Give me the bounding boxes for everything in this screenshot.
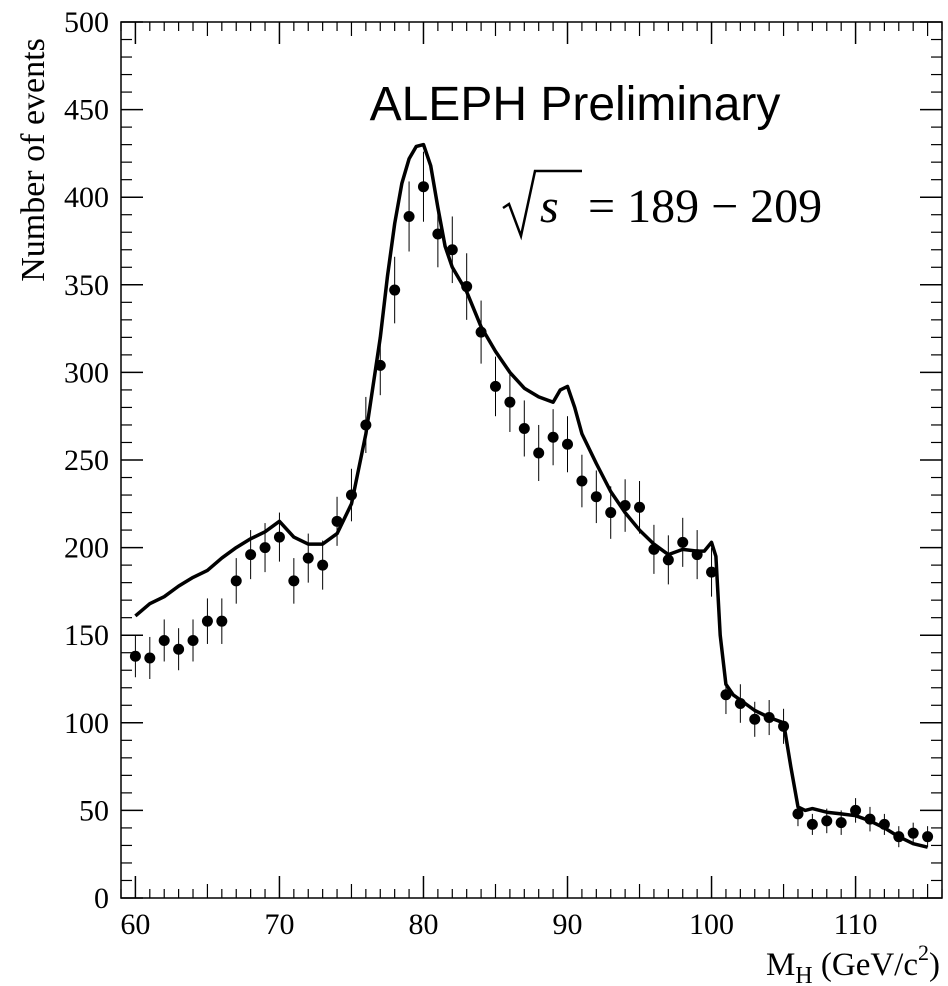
plot-frame	[120, 21, 943, 899]
data-point	[547, 431, 559, 443]
data-point	[576, 475, 588, 487]
data-point	[302, 552, 314, 564]
data-point	[446, 244, 458, 256]
y-tick-label: 150	[64, 619, 109, 652]
data-point	[417, 181, 429, 193]
data-point	[634, 501, 646, 513]
data-point	[850, 804, 862, 816]
data-point	[201, 615, 213, 627]
expectation-curve-group	[134, 142, 929, 849]
chart-title: ALEPH Preliminary	[370, 78, 781, 131]
data-point	[806, 818, 818, 830]
y-tick-label: 100	[64, 707, 109, 740]
errorbars-group	[134, 151, 929, 848]
data-point	[792, 808, 804, 820]
data-point	[677, 536, 689, 548]
data-point	[259, 542, 271, 554]
x-tick-label: 80	[408, 908, 438, 941]
y-tick-label: 250	[64, 444, 109, 477]
y-tick-label: 50	[79, 794, 109, 827]
x-tick-label: 70	[264, 908, 294, 941]
y-tick-label: 200	[64, 532, 109, 565]
x-label-unit-sup: 2	[918, 940, 929, 965]
sqrt-s-symbol: s	[540, 180, 559, 233]
y-tick-label: 300	[64, 356, 109, 389]
data-point	[605, 507, 617, 519]
data-point	[144, 652, 156, 664]
data-point	[504, 396, 516, 408]
y-tick-label: 0	[94, 882, 109, 915]
data-point	[216, 615, 228, 627]
sqrt-s-annotation: s = 189 − 209	[502, 169, 822, 241]
data-point	[489, 380, 501, 392]
data-point	[273, 531, 285, 543]
data-point	[518, 422, 530, 434]
x-tick-label: 60	[120, 908, 150, 941]
data-point	[835, 817, 847, 829]
x-label-main: M	[766, 947, 795, 983]
data-point	[533, 447, 545, 459]
y-tick-label: 500	[64, 6, 109, 39]
data-point	[706, 566, 718, 578]
data-point	[158, 634, 170, 646]
x-label-sub: H	[795, 963, 812, 986]
data-point	[720, 689, 732, 701]
y-tick-label: 350	[64, 269, 109, 302]
energy-range: = 189 − 209	[588, 180, 822, 233]
y-axis-label: Number of events	[15, 38, 52, 282]
data-point	[245, 549, 257, 561]
data-point	[173, 643, 185, 655]
y-tick-label: 400	[64, 181, 109, 214]
data-point	[749, 713, 761, 725]
plot-frame-group	[120, 21, 943, 899]
x-label-unit-close: )	[929, 947, 940, 983]
data-points-group	[129, 181, 934, 843]
data-point	[403, 210, 415, 222]
axis-ticks-group: 60 70 80 90 100 110 0 50 100 150 200 250 300 350 400 45…	[64, 6, 943, 941]
data-point	[389, 284, 401, 296]
data-point	[230, 575, 242, 587]
expectation-curve	[134, 142, 929, 849]
data-point	[821, 815, 833, 827]
data-point	[907, 827, 919, 839]
data-point	[562, 438, 574, 450]
data-point	[662, 554, 674, 566]
data-point	[590, 491, 602, 503]
x-tick-label: 110	[834, 908, 878, 941]
x-tick-label: 100	[689, 908, 734, 941]
radical-sign	[502, 169, 582, 241]
data-point	[317, 559, 329, 571]
x-label-unit: (GeV/c	[813, 947, 918, 983]
data-point	[129, 650, 141, 662]
x-tick-label: 90	[553, 908, 583, 941]
data-point	[288, 575, 300, 587]
data-point	[922, 831, 934, 843]
y-tick-label: 450	[64, 94, 109, 127]
data-point	[187, 634, 199, 646]
x-axis-label: MH (GeV/c2)	[766, 940, 940, 986]
